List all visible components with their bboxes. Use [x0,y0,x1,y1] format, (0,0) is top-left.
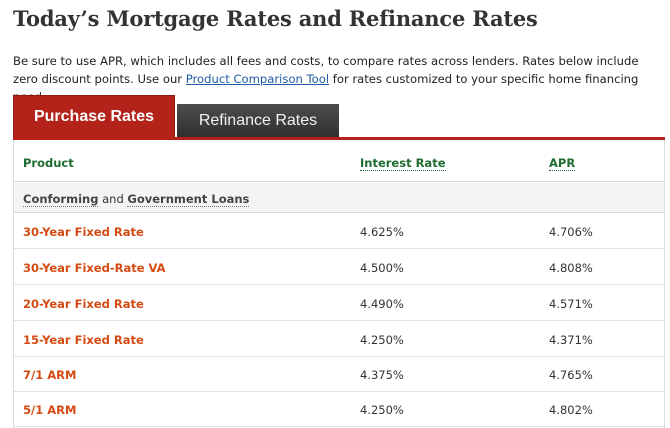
apr-value: 4.802% [549,403,593,417]
table-row: 5/1 ARM 4.250% 4.802% [14,392,664,427]
header-interest-rate[interactable]: Interest Rate [360,156,446,171]
product-comparison-tool-link[interactable]: Product Comparison Tool [185,72,330,86]
conforming-term[interactable]: Conforming [23,192,99,207]
government-loans-term[interactable]: Government Loans [127,192,250,207]
table-row: 7/1 ARM 4.375% 4.765% [14,357,664,392]
group-label: Conforming and Government Loans [23,192,250,207]
intro-text: Be sure to use APR, which includes all f… [13,52,663,106]
rates-table: Product Interest Rate APR Conforming and… [13,140,665,428]
rate-tabs: Purchase Rates Refinance Rates [13,95,665,140]
interest-rate-value: 4.250% [360,403,404,417]
table-row: 30-Year Fixed-Rate VA 4.500% 4.808% [14,250,664,285]
group-row: Conforming and Government Loans [14,183,664,213]
intro-text-part-1: Be sure to use APR, which includes all f… [13,54,639,86]
interest-rate-value: 4.500% [360,261,404,275]
interest-rate-value: 4.490% [360,297,404,311]
apr-value: 4.571% [549,297,593,311]
group-and: and [98,192,128,206]
tab-purchase-rates[interactable]: Purchase Rates [13,95,175,137]
product-link[interactable]: 30-Year Fixed Rate [23,225,144,239]
product-link[interactable]: 15-Year Fixed Rate [23,333,144,347]
interest-rate-value: 4.625% [360,225,404,239]
table-row: 30-Year Fixed Rate 4.625% 4.706% [14,214,664,249]
header-product: Product [23,156,74,170]
product-link[interactable]: 5/1 ARM [23,403,77,417]
apr-value: 4.765% [549,368,593,382]
interest-rate-value: 4.250% [360,333,404,347]
table-row: 15-Year Fixed Rate 4.250% 4.371% [14,322,664,357]
apr-value: 4.371% [549,333,593,347]
product-link[interactable]: 20-Year Fixed Rate [23,297,144,311]
page-title: Today’s Mortgage Rates and Refinance Rat… [13,6,538,31]
apr-value: 4.706% [549,225,593,239]
interest-rate-value: 4.375% [360,368,404,382]
product-link[interactable]: 7/1 ARM [23,368,77,382]
apr-value: 4.808% [549,261,593,275]
tab-underline [13,137,665,140]
header-apr[interactable]: APR [549,156,576,171]
table-header: Product Interest Rate APR [14,140,664,182]
table-row: 20-Year Fixed Rate 4.490% 4.571% [14,286,664,321]
tab-refinance-rates[interactable]: Refinance Rates [177,104,339,137]
product-link[interactable]: 30-Year Fixed-Rate VA [23,261,166,275]
